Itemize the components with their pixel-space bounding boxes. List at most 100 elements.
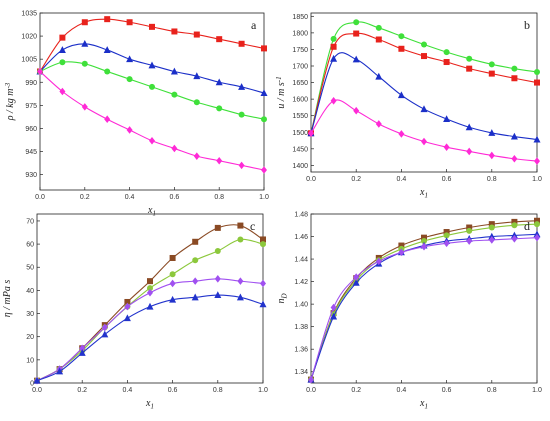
data-point [421, 242, 427, 251]
data-point [353, 30, 360, 37]
data-point [466, 227, 473, 234]
data-point [147, 278, 153, 285]
data-point [534, 233, 540, 242]
data-point [397, 91, 405, 99]
data-point [216, 105, 223, 112]
data-point [261, 166, 267, 174]
data-point [443, 115, 451, 122]
data-point [511, 234, 518, 243]
y-tick-label: 70 [26, 218, 34, 225]
data-point [149, 136, 155, 145]
y-tick-label: 1035 [21, 11, 37, 18]
data-point [398, 242, 405, 249]
data-point [443, 229, 450, 236]
data-point [398, 45, 405, 52]
y-tick-label: 1850 [292, 14, 308, 21]
chart-panel-b: 0.0 0.2 0.4 0.6 0.8 1.0 1400 1450 1500 1550 1600 16… [275, 12, 542, 200]
x-tick-label: 0.2 [351, 387, 361, 394]
data-point [353, 273, 360, 281]
data-point [59, 87, 66, 96]
x-axis-label-main: x [419, 187, 425, 198]
data-point [260, 241, 266, 248]
data-point [148, 61, 156, 69]
data-point [466, 55, 473, 62]
data-point [533, 135, 541, 143]
x-tick-label: 0.8 [487, 176, 497, 183]
data-point [81, 19, 88, 26]
data-point [192, 238, 199, 245]
data-point [443, 59, 450, 66]
data-point [398, 33, 405, 40]
data-point [421, 234, 427, 241]
series-navy [307, 230, 541, 383]
data-point [488, 221, 495, 228]
data-point [534, 217, 540, 224]
data-point [193, 72, 201, 80]
data-point [511, 218, 518, 225]
panel-label: b [524, 18, 530, 32]
x-tick-label: 0.6 [170, 194, 180, 201]
x-tick-label: 0.8 [213, 387, 223, 394]
data-point [59, 34, 66, 41]
x-axis-label-main: x [147, 205, 153, 216]
data-point [466, 147, 473, 156]
data-point [104, 68, 111, 75]
data-point [488, 129, 496, 136]
data-point [510, 132, 518, 140]
y-axis-label-main: η / mPa s [2, 280, 13, 318]
data-point [169, 295, 177, 303]
data-point [81, 60, 88, 67]
data-point [214, 275, 221, 283]
data-point [147, 288, 153, 297]
y-tick-label: 1450 [292, 146, 308, 153]
series-line [310, 52, 538, 141]
y-tick-label: 1400 [292, 163, 308, 170]
y-tick-label: 10 [26, 357, 34, 364]
y-axis-label: η / mPa s [2, 280, 13, 318]
data-point [534, 157, 540, 165]
y-tick-label: 1005 [21, 57, 37, 64]
data-point [126, 126, 133, 134]
y-tick-label: 20 [26, 334, 34, 341]
series-line [310, 233, 538, 380]
data-point [146, 302, 154, 310]
x-axis-label: x1 [419, 187, 428, 200]
data-point [124, 302, 131, 311]
data-point [149, 83, 155, 90]
x-tick-label: 0.2 [77, 387, 87, 394]
y-axis-label-superscript: -3 [4, 82, 12, 88]
series-green [308, 19, 540, 137]
data-point [534, 68, 540, 75]
data-point [330, 43, 337, 50]
data-point [78, 349, 86, 356]
data-point [330, 96, 337, 105]
y-tick-label: 1600 [292, 97, 308, 104]
data-point [170, 67, 178, 75]
data-point [126, 76, 133, 83]
x-axis-label: x1 [147, 205, 156, 218]
chart-panel-a: 0.0 0.2 0.4 0.6 0.8 1.0 930 945 960 975 990 1005 102… [4, 11, 269, 218]
data-point [534, 79, 540, 86]
x-tick-label: 0.2 [351, 176, 361, 183]
data-point [421, 238, 427, 245]
data-point [149, 23, 155, 30]
y-tick-label: 1550 [292, 113, 308, 120]
data-point [398, 248, 405, 257]
data-point [511, 65, 518, 72]
series-green [37, 59, 267, 123]
y-tick-label: 1650 [292, 80, 308, 87]
x-tick-label: 0.0 [32, 387, 42, 394]
data-point [79, 344, 86, 353]
data-point [104, 16, 111, 23]
data-point [147, 285, 153, 292]
data-point [375, 24, 382, 31]
data-point [308, 375, 314, 384]
data-point [375, 36, 382, 43]
series-line [39, 61, 265, 120]
data-point [169, 271, 176, 278]
data-point [214, 248, 221, 255]
series-violet [34, 275, 266, 385]
data-point [488, 236, 495, 244]
data-point [330, 312, 338, 320]
